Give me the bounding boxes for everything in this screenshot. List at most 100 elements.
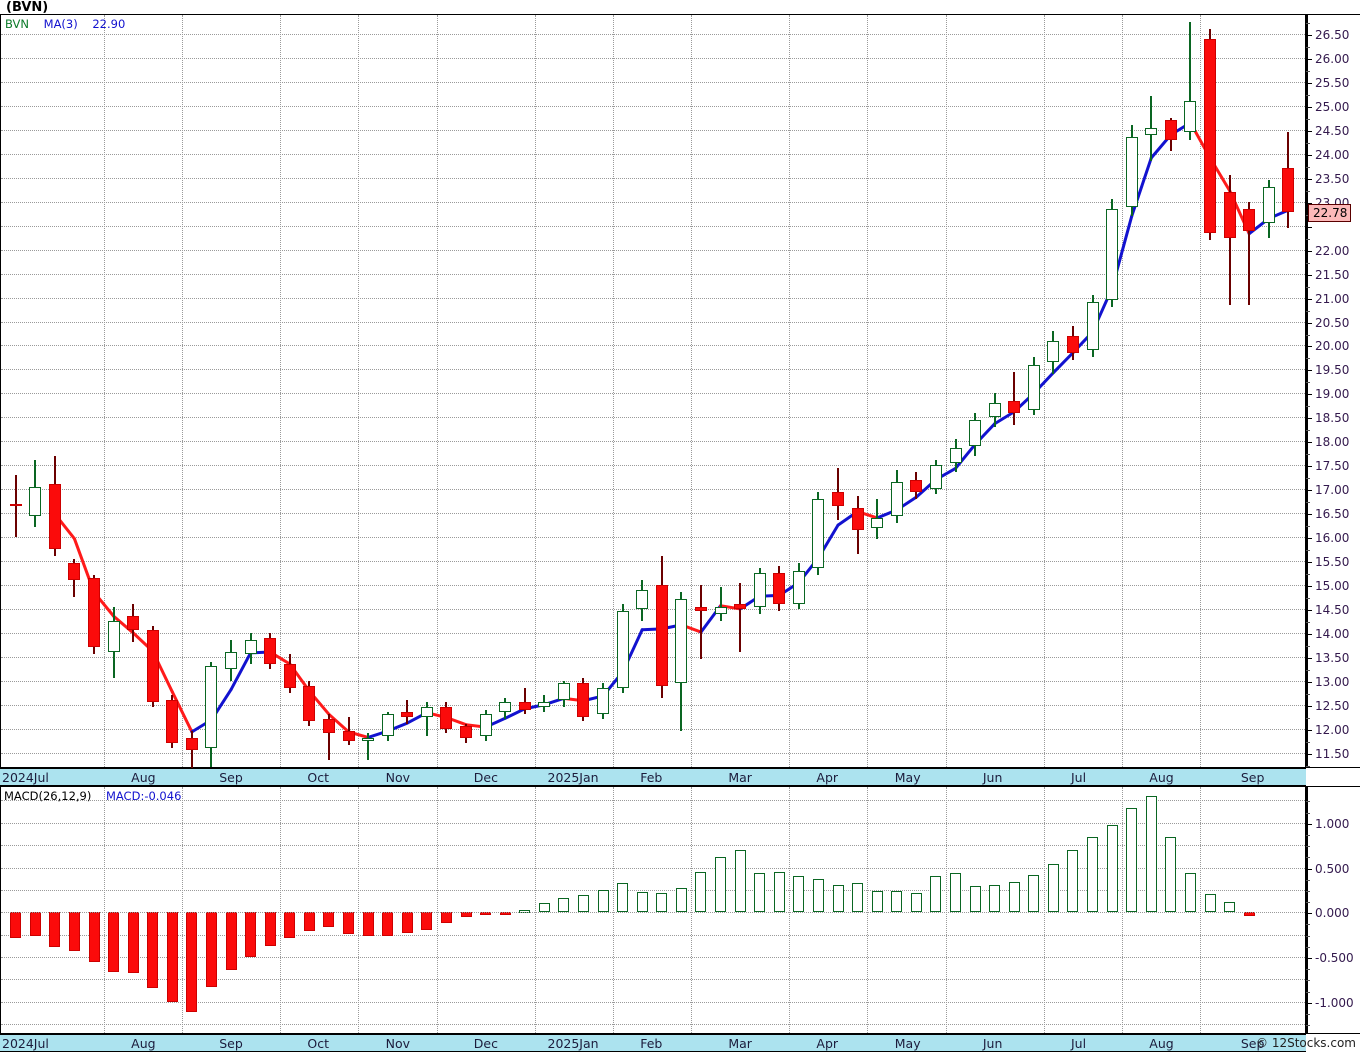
axis-tick [1306, 322, 1312, 324]
x-axis-month-label: Oct [307, 770, 329, 785]
gridline-horizontal [1, 608, 1305, 610]
axis-tick-minor [1306, 1013, 1310, 1015]
price-axis-label: 18.00 [1315, 435, 1350, 450]
gridline-vertical [358, 15, 360, 767]
candle-body [694, 606, 707, 612]
gridline-vertical [612, 787, 614, 1033]
macd-axis-label: 0.500 [1315, 861, 1350, 876]
candle-body [597, 687, 610, 715]
candle-body [225, 652, 238, 669]
candle-body [714, 606, 727, 614]
macd-bar [910, 893, 922, 913]
x-axis-month-label: Dec [473, 1036, 498, 1051]
candle-body [1125, 137, 1138, 207]
x-axis-month-label: Aug [131, 1036, 156, 1051]
candle-wick [699, 584, 702, 660]
price-axis-label: 23.50 [1315, 171, 1350, 186]
axis-tick [1306, 868, 1312, 870]
gridline-horizontal [1, 393, 1305, 395]
gridline-horizontal [1, 106, 1305, 107]
axis-tick [1306, 370, 1312, 372]
x-axis-month-label: 2025Jan [547, 770, 599, 785]
axis-tick-minor [1306, 262, 1310, 264]
price-axis-label: 14.50 [1315, 602, 1350, 617]
axis-tick [1306, 957, 1312, 959]
price-axis-label: 18.50 [1315, 411, 1350, 426]
gridline-vertical [1043, 787, 1045, 1033]
candle-body [48, 484, 61, 550]
axis-tick-minor [1306, 502, 1310, 504]
axis-tick-minor [1306, 645, 1310, 647]
price-axis-label: 13.00 [1315, 674, 1350, 689]
candle-body [734, 604, 747, 609]
x-axis-month-label: Apr [816, 770, 839, 785]
gridline-horizontal [1, 956, 1305, 958]
axis-tick-minor [1306, 812, 1310, 814]
axis-tick-minor [1306, 334, 1310, 336]
x-axis-month-label: May [894, 770, 921, 785]
gridline-vertical [534, 787, 536, 1033]
axis-tick [1306, 394, 1312, 396]
axis-tick-minor [1306, 857, 1310, 859]
gridline-horizontal [1, 800, 1305, 802]
macd-chart-panel[interactable] [0, 786, 1306, 1034]
gridline-vertical [1121, 787, 1123, 1033]
candle-body [753, 573, 766, 607]
price-axis-label: 17.00 [1315, 483, 1350, 498]
axis-tick [1306, 657, 1312, 659]
gridline-horizontal [1, 867, 1305, 869]
macd-bar [166, 912, 178, 1002]
macd-bar [871, 890, 883, 913]
axis-tick [1306, 753, 1312, 755]
price-axis-label: 16.00 [1315, 531, 1350, 546]
axis-tick-minor [1306, 454, 1310, 456]
macd-axis-label: -0.500 [1315, 950, 1354, 965]
macd-y-axis: 1.000 0.500 0.000 -0.500 -1.000 [1306, 786, 1360, 1034]
macd-bar [852, 882, 864, 913]
candle-body [910, 479, 923, 492]
candle-body [185, 738, 198, 751]
candle-body [636, 589, 649, 609]
price-axis-label: 19.00 [1315, 387, 1350, 402]
gridline-horizontal [1, 369, 1305, 371]
price-chart-panel[interactable] [0, 14, 1306, 770]
candle-body [675, 599, 688, 684]
macd-bar [264, 912, 276, 947]
candle-body [29, 486, 42, 516]
candle-body [1145, 127, 1158, 135]
axis-tick-minor [1306, 190, 1310, 192]
x-axis-month-label: Aug [1149, 1036, 1174, 1051]
price-axis-label: 12.00 [1315, 722, 1350, 737]
macd-bar [68, 912, 80, 951]
candle-body [929, 465, 942, 490]
candle-wick [367, 733, 370, 760]
macd-bar [538, 903, 550, 913]
macd-bar [323, 912, 335, 928]
axis-tick-minor [1306, 969, 1310, 971]
candle-body [969, 419, 982, 447]
gridline-horizontal [1, 273, 1305, 275]
gridline-horizontal [1, 979, 1305, 981]
axis-tick-minor [1306, 693, 1310, 695]
gridline-vertical [691, 787, 693, 1033]
candle-body [107, 620, 120, 653]
macd-zero-line [1, 912, 1305, 914]
axis-tick-minor [1306, 924, 1310, 926]
gridline-horizontal [1, 82, 1305, 84]
candle-body [479, 714, 492, 736]
axis-tick-minor [1306, 238, 1310, 240]
gridline-horizontal [1, 201, 1305, 203]
axis-tick [1306, 130, 1312, 132]
x-axis-month-label: Aug [1149, 770, 1174, 785]
gridline-vertical [867, 15, 869, 767]
gridline-vertical [1043, 15, 1045, 767]
x-axis-month-label: 2024Jul [2, 1036, 49, 1051]
candle-wick [1013, 371, 1016, 425]
x-axis-month-label: Feb [640, 770, 663, 785]
macd-bar [284, 912, 296, 939]
x-axis-month-label: Jul [1070, 1036, 1087, 1051]
macd-bar [88, 912, 100, 963]
x-axis-month-label: Sep [1240, 1036, 1265, 1051]
gridline-horizontal [1, 249, 1305, 251]
